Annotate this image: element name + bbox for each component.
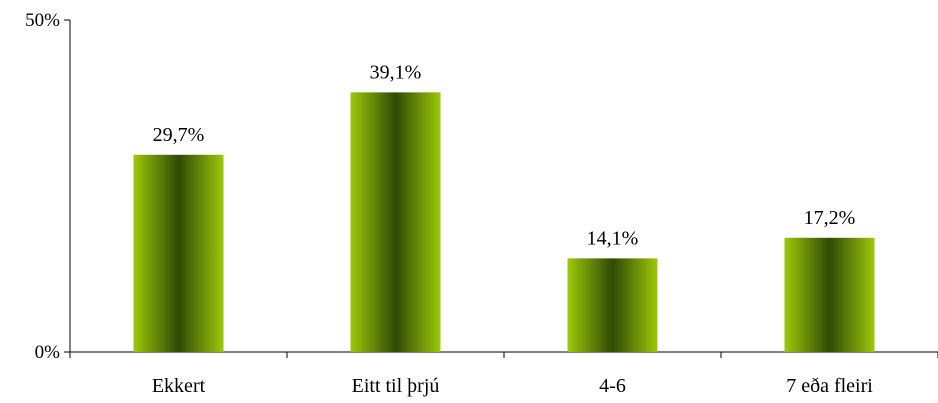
data-label: 39,1% xyxy=(370,61,422,83)
data-label: 17,2% xyxy=(804,207,856,229)
bar xyxy=(133,154,224,352)
bar xyxy=(350,92,441,352)
bars xyxy=(133,92,875,352)
data-label: 29,7% xyxy=(153,124,205,146)
data-label: 14,1% xyxy=(587,227,639,249)
x-axis xyxy=(69,351,938,358)
data-labels: 29,7% 39,1% 14,1% 17,2% xyxy=(153,61,856,249)
category-label: 4-6 xyxy=(599,375,626,397)
y-tick-label: 0% xyxy=(35,342,61,363)
y-axis: 0% 50% xyxy=(25,10,71,363)
y-tick-label: 50% xyxy=(25,10,60,31)
category-label: 7 eða fleiri xyxy=(786,375,873,397)
category-label: Eitt til þrjú xyxy=(352,375,440,397)
category-labels: Ekkert Eitt til þrjú 4-6 7 eða fleiri xyxy=(152,375,873,397)
category-label: Ekkert xyxy=(152,375,206,397)
bar xyxy=(784,237,875,352)
bar xyxy=(567,258,658,352)
